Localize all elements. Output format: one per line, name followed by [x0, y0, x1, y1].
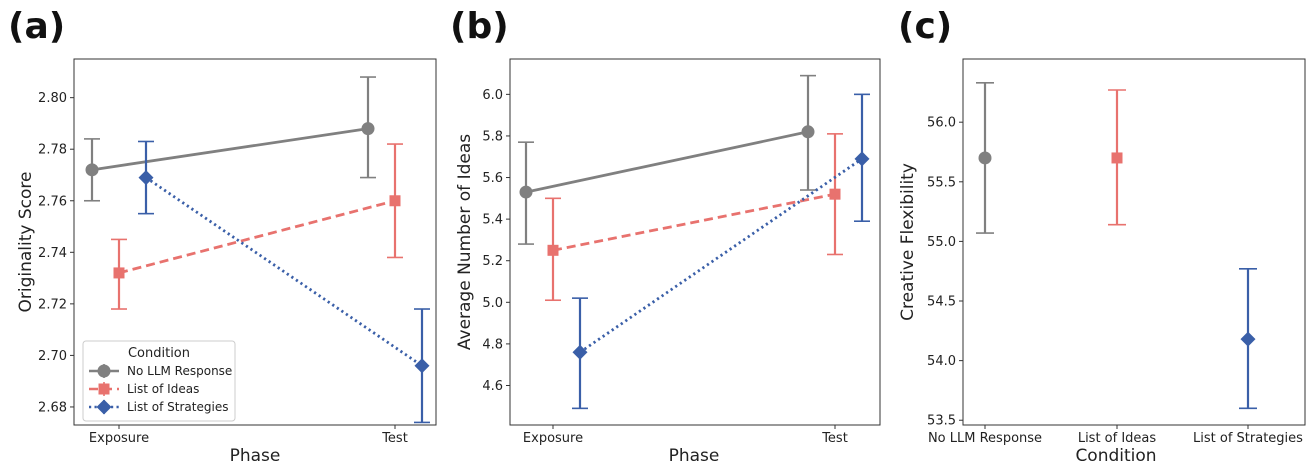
panel-b-ytick-label: 5.8 [482, 129, 503, 144]
panel-c-ytick-label: 56.0 [927, 116, 956, 131]
panel-b-point [547, 244, 559, 256]
panel-b-point [829, 188, 841, 200]
panel-c-ylabel: Creative Flexibility [898, 163, 918, 321]
panel-b: (b) Phase Average Number of Ideas 4.6 4.8… [450, 6, 881, 466]
panel-b-series-line [579, 157, 863, 354]
panel-b-ytick-label: 4.8 [482, 337, 503, 352]
panel-c-xtick-label: List of Strategies [1193, 431, 1303, 446]
panel-a-plot-area [73, 58, 437, 426]
panel-b-series-line [525, 130, 809, 194]
legend-entries: No LLM Response List of Ideas List of Stra… [89, 364, 232, 415]
panel-b-plot-area [509, 58, 881, 426]
panel-a-point [361, 122, 375, 136]
panel-a-point [138, 170, 154, 186]
panel-b-ytick-label: 4.6 [482, 379, 503, 394]
panel-b-xlabel: Phase [669, 446, 720, 466]
panel-a-point [113, 267, 125, 279]
legend-title: Condition [128, 346, 190, 361]
panel-a-xlabel: Phase [230, 446, 281, 466]
panel-c: (c) Condition Creative Flexibility 53.55… [898, 6, 1306, 466]
legend-marker [98, 383, 110, 395]
panel-a-ylabel: Originality Score [16, 172, 36, 313]
panel-a-content: 2.68 2.70 2.72 2.74 2.76 2.78 2.80 Exposure Test [38, 76, 430, 446]
panel-c-point [1240, 331, 1256, 347]
panel-a-point [389, 195, 401, 207]
panel-a-xtick-label: Exposure [89, 431, 149, 446]
panel-a-ytick-label: 2.74 [38, 246, 67, 261]
legend-label: List of Ideas [127, 382, 199, 396]
panel-b-ylabel: Average Number of Ideas [455, 134, 475, 350]
panel-a-point [85, 163, 99, 177]
panel-c-label: (c) [898, 6, 952, 47]
panel-b-series-line [552, 192, 836, 252]
panel-b-xtick-label: Test [821, 431, 848, 446]
panel-b-ytick-label: 5.4 [482, 213, 503, 228]
panel-c-xtick-label: No LLM Response [928, 431, 1042, 446]
panel-c-point [978, 151, 992, 165]
panel-b-ytick-label: 5.2 [482, 254, 503, 269]
panel-c-plot-area [962, 58, 1306, 426]
panel-c-ytick-label: 53.5 [927, 414, 956, 429]
panel-b-label: (b) [450, 6, 509, 47]
panel-a-series-line [91, 127, 369, 172]
panel-b-point [519, 185, 533, 199]
panel-c-xtick-label: List of Ideas [1078, 431, 1157, 446]
panel-a-xtick-label: Test [381, 431, 408, 446]
panel-b-ytick-label: 5.6 [482, 171, 503, 186]
panel-b-ytick-label: 6.0 [482, 88, 503, 103]
panel-a-series-line [118, 199, 396, 275]
legend: Condition No LLM Response List of Ideas Li… [82, 340, 236, 422]
panel-b-point [801, 125, 815, 139]
panel-a-series-line [145, 176, 423, 367]
panel-b-ytick-label: 5.0 [482, 296, 503, 311]
legend-marker [97, 364, 111, 378]
legend-marker [96, 399, 112, 415]
legend-label: No LLM Response [127, 364, 232, 378]
panel-a-ytick-label: 2.76 [38, 194, 67, 209]
panel-a: (a) Phase Originality Score 2.68 2.70 2.72… [8, 6, 437, 466]
panel-b-point [572, 344, 588, 360]
panel-a-label: (a) [8, 6, 65, 47]
panel-c-point [1111, 152, 1123, 164]
panel-c-ytick-label: 54.0 [927, 354, 956, 369]
panel-c-xlabel: Condition [1075, 446, 1156, 466]
panel-c-ytick-label: 55.5 [927, 175, 956, 190]
panel-b-point [854, 151, 870, 167]
panel-b-xtick-label: Exposure [523, 431, 583, 446]
legend-label: List of Strategies [127, 400, 228, 414]
panel-a-ytick-label: 2.70 [38, 349, 67, 364]
panel-c-content: 53.5 54.0 54.5 55.0 55.5 56.0 No LLM Response L… [927, 82, 1303, 446]
panel-a-ytick-label: 2.80 [38, 91, 67, 106]
panel-a-ytick-label: 2.72 [38, 297, 67, 312]
panel-c-ytick-label: 54.5 [927, 295, 956, 310]
panel-a-point [414, 358, 430, 374]
panel-a-ytick-label: 2.68 [38, 400, 67, 415]
panel-c-ytick-label: 55.0 [927, 235, 956, 250]
panel-b-content: 4.6 4.8 5.0 5.2 5.4 5.6 5.8 6.0 Exposure Test [482, 74, 870, 446]
legend-box [82, 340, 236, 422]
panel-a-ytick-label: 2.78 [38, 143, 67, 158]
